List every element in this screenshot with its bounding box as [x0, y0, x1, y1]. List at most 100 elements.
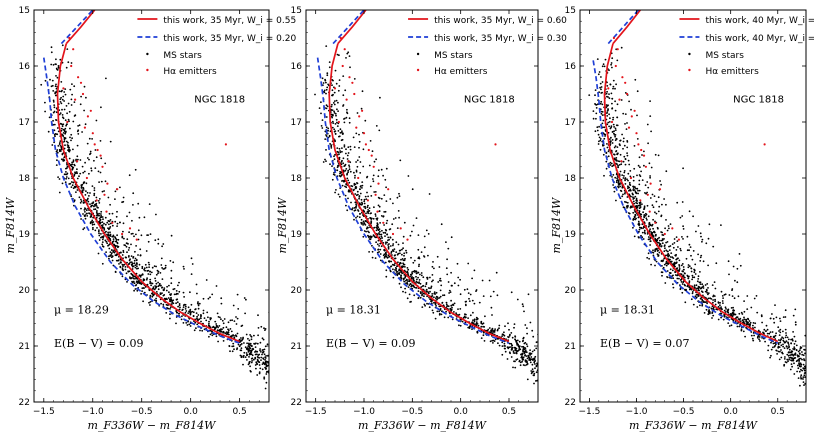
ms-star-point [594, 130, 597, 133]
ms-star-point [247, 337, 249, 340]
ms-star-point [644, 214, 647, 217]
ms-star-point [54, 94, 57, 97]
ms-star-point [314, 391, 316, 393]
ms-star-point [677, 246, 679, 248]
ms-star-point [249, 365, 252, 368]
ms-star-point [113, 251, 116, 254]
ms-star-point [77, 158, 79, 161]
ms-star-point [273, 374, 275, 376]
ms-star-point [143, 267, 146, 270]
halpha-emitter-point [357, 176, 360, 180]
ms-star-point [557, 358, 559, 360]
ms-star-point [707, 287, 709, 289]
ms-star-point [364, 207, 367, 210]
ms-star-point [106, 233, 108, 236]
ms-star-point [315, 403, 317, 405]
ms-star-point [361, 184, 364, 187]
ms-star-point [92, 228, 94, 231]
ms-star-point [664, 227, 666, 230]
ms-star-point [540, 379, 542, 381]
ms-star-point [368, 238, 371, 240]
ms-star-point [599, 404, 601, 406]
ms-star-point [67, 102, 70, 105]
ms-star-point [646, 233, 649, 235]
ms-star-point [712, 314, 715, 317]
ms-star-point [347, 412, 349, 414]
ms-star-point [645, 213, 648, 216]
ms-star-point [319, 375, 321, 377]
ms-star-point [332, 173, 335, 176]
ms-star-point [81, 189, 84, 192]
ms-star-point [149, 233, 152, 236]
ms-star-point [701, 283, 704, 286]
ms-star-point [429, 290, 431, 293]
ms-star-point [184, 308, 187, 310]
ms-star-point [254, 350, 257, 353]
ms-star-point [148, 301, 150, 304]
ms-star-point [640, 226, 643, 229]
ms-star-point [637, 192, 639, 195]
ms-star-point [481, 279, 484, 282]
ms-star-point [288, 378, 290, 380]
ms-star-point [638, 228, 641, 231]
ms-star-point [347, 152, 350, 154]
ms-star-point [551, 379, 553, 381]
ms-star-point [610, 62, 613, 64]
ms-star-point [812, 374, 814, 376]
ms-star-point [94, 203, 96, 206]
ms-star-point [512, 350, 515, 353]
ms-star-point [558, 390, 560, 392]
ms-star-point [274, 349, 276, 351]
ms-star-point [163, 289, 166, 291]
ms-star-point [534, 363, 536, 365]
ms-star-point [531, 350, 534, 353]
ms-star-point [101, 221, 104, 224]
ms-star-point [221, 328, 223, 331]
ms-star-point [202, 297, 205, 300]
ms-star-point [101, 190, 104, 193]
ms-star-point [109, 219, 112, 221]
ms-star-point [59, 150, 61, 152]
ms-star-point [526, 332, 528, 335]
ms-star-point [549, 383, 551, 385]
halpha-emitter-point [74, 98, 77, 101]
ms-star-point [612, 79, 615, 82]
ms-star-point [390, 260, 393, 263]
ms-star-point [93, 205, 95, 208]
ms-star-point [93, 189, 96, 192]
halpha-emitter-point [351, 81, 354, 84]
ms-star-point [629, 175, 632, 178]
ms-star-point [54, 63, 57, 65]
ms-star-point [280, 398, 282, 400]
ms-star-point [539, 317, 541, 319]
ms-star-point [705, 308, 708, 311]
ms-star-point [802, 381, 805, 383]
ms-star-point [669, 268, 672, 271]
ms-star-point [64, 93, 67, 96]
ms-star-point [151, 292, 153, 295]
ms-star-point [365, 227, 368, 230]
ms-star-point [171, 301, 174, 304]
halpha-emitter-point [224, 143, 227, 146]
ms-star-point [98, 198, 101, 200]
ms-star-point [609, 394, 611, 396]
halpha-emitter-point [347, 160, 350, 163]
ms-star-point [618, 404, 620, 406]
ms-star-point [265, 371, 268, 373]
ms-star-point [338, 156, 341, 159]
ms-star-point [331, 113, 334, 116]
ms-star-point [565, 394, 567, 396]
ms-star-point [779, 331, 782, 334]
ms-star-point [469, 314, 472, 317]
ms-star-point [408, 280, 411, 283]
ms-star-point [377, 248, 380, 251]
ms-star-point [551, 331, 553, 333]
ms-star-point [265, 355, 267, 357]
ms-star-point [554, 382, 556, 384]
ms-star-point [275, 374, 277, 376]
ms-star-point [58, 191, 61, 194]
ms-star-point [304, 395, 306, 397]
ms-star-point [468, 297, 470, 300]
ms-star-point [445, 267, 448, 270]
